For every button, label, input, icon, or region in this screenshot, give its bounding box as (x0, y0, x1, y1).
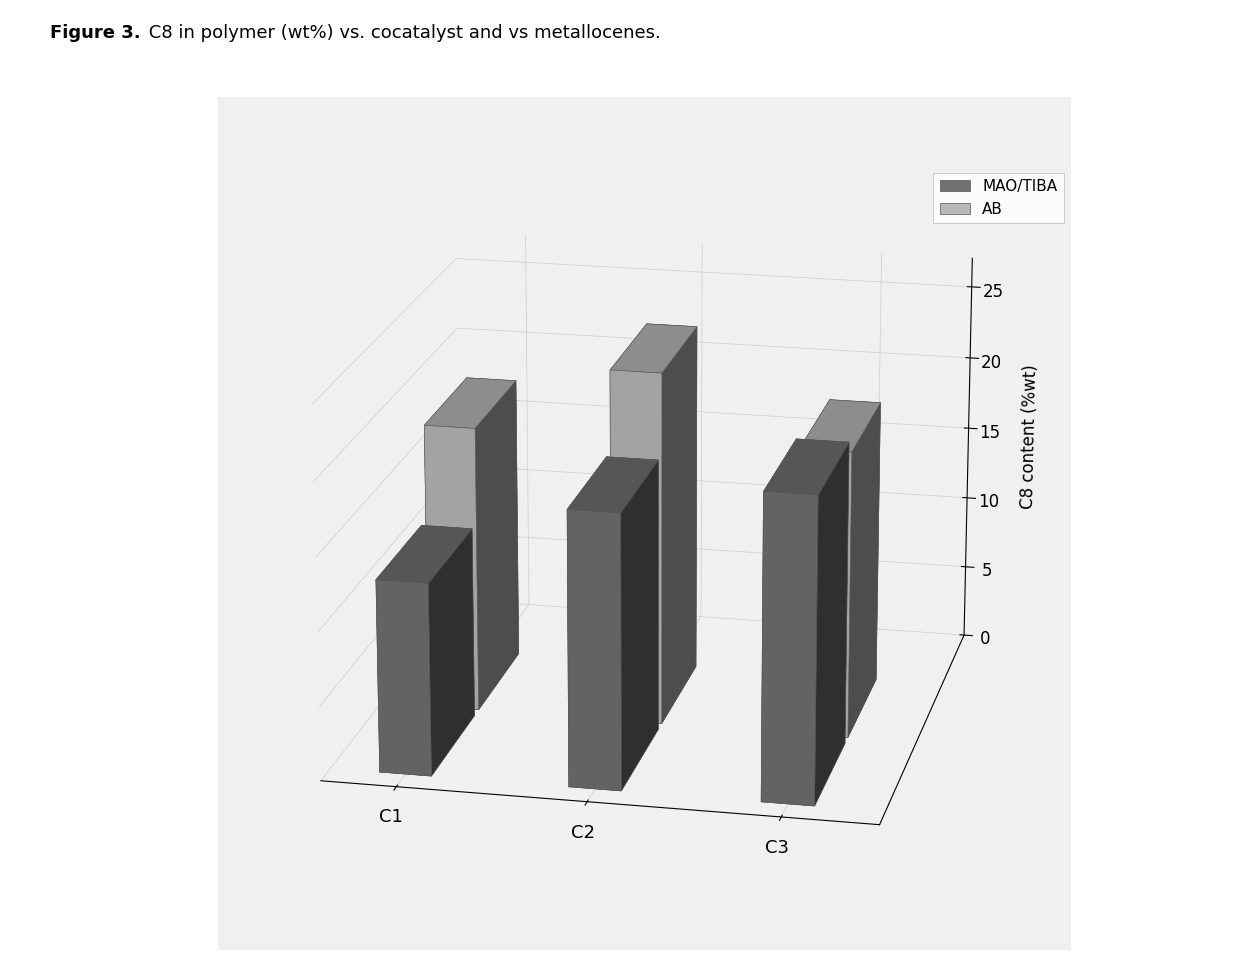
Text: C8 in polymer (wt%) vs. cocatalyst and vs metallocenes.: C8 in polymer (wt%) vs. cocatalyst and v… (143, 24, 661, 43)
Legend: MAO/TIBA, AB: MAO/TIBA, AB (934, 172, 1064, 223)
Text: Figure 3.: Figure 3. (50, 24, 140, 43)
